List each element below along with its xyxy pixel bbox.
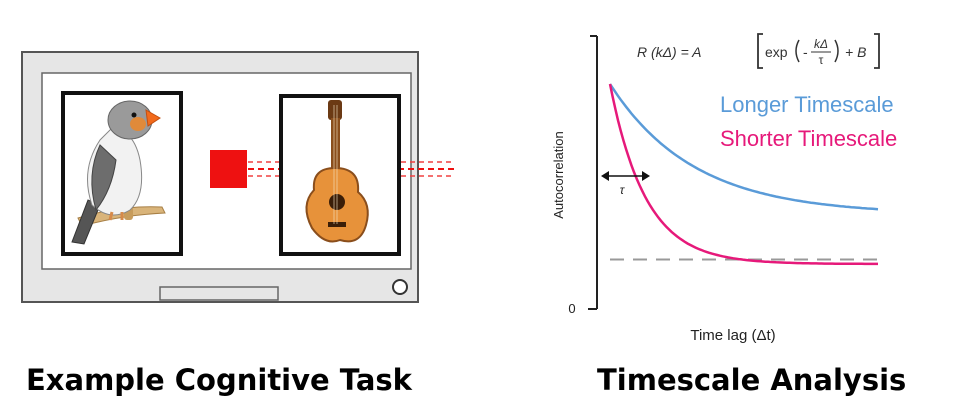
stimulus-right-guitar (279, 94, 401, 256)
formula-right-bracket (874, 33, 880, 69)
formula-prefix: R (kΔ) = A (637, 44, 702, 60)
monitor-slot (159, 286, 279, 301)
y-axis-label: Autocorrelation (551, 131, 566, 218)
formula-right-paren (834, 39, 839, 63)
legend-longer-timescale: Longer Timescale (720, 92, 894, 117)
formula-minus: - (803, 44, 808, 60)
right-caption: Timescale Analysis (597, 363, 907, 397)
legend-shorter-timescale: Shorter Timescale (720, 126, 897, 151)
bird-icon (71, 100, 166, 245)
formula-left-bracket (757, 33, 763, 69)
formula-left-paren (795, 39, 800, 63)
x-axis-label: Time lag (Δt) (690, 327, 775, 344)
fixation-square (210, 150, 247, 188)
guitar-icon (305, 100, 369, 243)
formula-denominator: τ (819, 53, 824, 67)
timescale-chart: 0 Autocorrelation Time lag (Δt) τ Longer… (551, 33, 897, 344)
tau-arrow (601, 171, 650, 181)
stimulus-left-bird (61, 91, 183, 256)
y-tick-label: 0 (568, 301, 575, 316)
formula-exp: exp (765, 44, 788, 60)
series-line-shorter (608, 83, 878, 266)
tau-label: τ (620, 183, 626, 197)
formula-numerator: kΔ (814, 37, 828, 51)
power-button-icon (392, 279, 408, 295)
series-line-longer (608, 83, 879, 211)
left-caption: Example Cognitive Task (26, 363, 412, 397)
formula-suffix: + B (845, 44, 866, 60)
formula: R (kΔ) = A exp - kΔ τ + B (637, 33, 880, 69)
